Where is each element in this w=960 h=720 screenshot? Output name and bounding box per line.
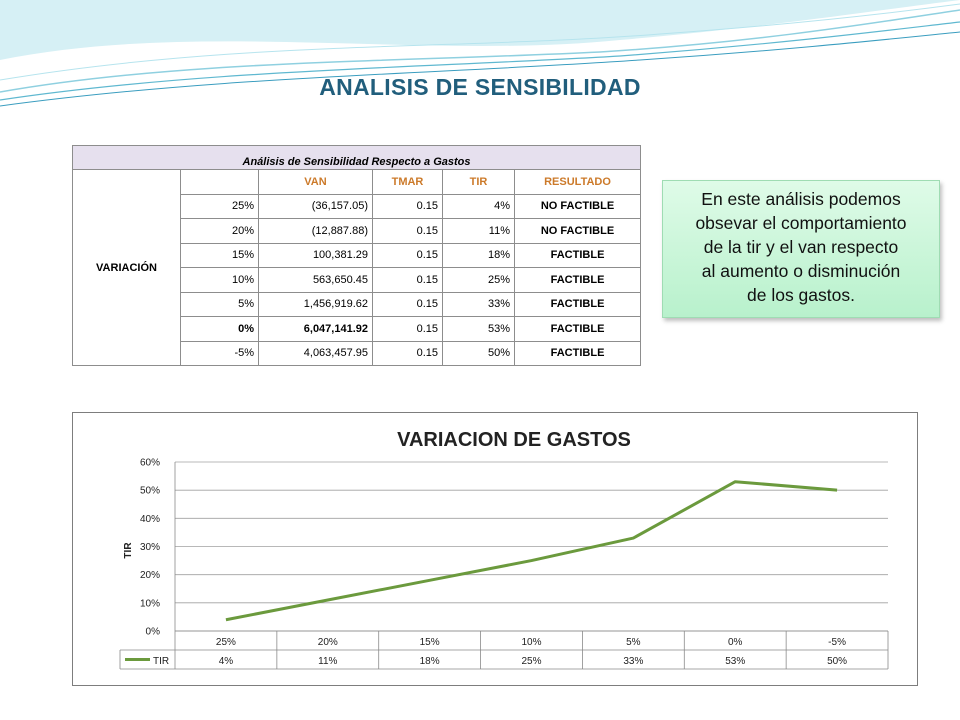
table-cell: (12,887.88) xyxy=(258,218,373,244)
table-cell: -5% xyxy=(180,340,259,366)
column-header: TMAR xyxy=(372,169,443,195)
table-cell: 0.15 xyxy=(372,340,443,366)
table-cell: 18% xyxy=(442,242,515,268)
x-tick-label: 0% xyxy=(728,637,743,648)
y-tick-label: 20% xyxy=(140,570,160,581)
table-cell: 25% xyxy=(180,193,259,219)
table-row: 20% (12,887.88) 0.15 11% NO FACTIBLE xyxy=(73,218,642,244)
table-cell: 10% xyxy=(180,267,259,293)
table-cell: FACTIBLE xyxy=(513,316,642,342)
sensitivity-table: Análisis de Sensibilidad Respecto a Gast… xyxy=(71,145,642,366)
data-label: 50% xyxy=(827,656,847,667)
table-row: 25% (36,157.05) 0.15 4% NO FACTIBLE xyxy=(73,193,642,219)
table-cell: 15% xyxy=(180,242,259,268)
column-header: RESULTADO xyxy=(513,169,642,195)
table-cell: 11% xyxy=(442,218,515,244)
callout-line: de los gastos. xyxy=(747,285,855,305)
table-cell: 20% xyxy=(180,218,259,244)
data-label: 4% xyxy=(219,656,234,667)
table-cell: (36,157.05) xyxy=(258,193,373,219)
table-cell: FACTIBLE xyxy=(513,340,642,366)
callout-line: obsevar el comportamiento xyxy=(695,213,907,233)
table-cell: 0.15 xyxy=(372,218,443,244)
table-cell: 4,063,457.95 xyxy=(258,340,373,366)
table-row: 0% 6,047,141.92 0.15 53% FACTIBLE xyxy=(73,316,642,342)
y-tick-label: 50% xyxy=(140,486,160,497)
table-cell: 0.15 xyxy=(372,316,443,342)
table-cell: 4% xyxy=(442,193,515,219)
data-label: 18% xyxy=(420,656,440,667)
y-tick-label: 10% xyxy=(140,598,160,609)
table-cell: 0.15 xyxy=(372,291,443,317)
row-group-label: VARIACIÓN xyxy=(72,169,181,366)
line-chart: VARIACION DE GASTOS 0% 10% 20% 30% 40% 50% 60% T… xyxy=(119,429,889,670)
column-header: TIR xyxy=(442,169,515,195)
data-label: 53% xyxy=(725,656,745,667)
info-callout: En este análisis podemos obsevar el comp… xyxy=(662,180,940,318)
x-tick-label: 20% xyxy=(318,637,338,648)
data-label: 11% xyxy=(318,656,337,667)
x-tick-label: 5% xyxy=(626,637,641,648)
chart-container: VARIACION DE GASTOS 0% 10% 20% 30% 40% 50% 60% T… xyxy=(72,412,918,686)
table-cell: 25% xyxy=(442,267,515,293)
table-cell: NO FACTIBLE xyxy=(513,193,642,219)
table-cell: 0.15 xyxy=(372,193,443,219)
x-tick-label: 10% xyxy=(521,637,541,648)
x-tick-label: 25% xyxy=(216,637,236,648)
table-cell: 563,650.45 xyxy=(258,267,373,293)
y-tick-label: 40% xyxy=(140,514,160,525)
table-cell: 50% xyxy=(442,340,515,366)
page-title: ANALISIS DE SENSIBILIDAD xyxy=(319,74,641,100)
callout-line: En este análisis podemos xyxy=(701,189,901,209)
table-cell: 1,456,919.62 xyxy=(258,291,373,317)
data-label: 25% xyxy=(521,656,541,667)
table-cell: FACTIBLE xyxy=(513,291,642,317)
table-caption: Análisis de Sensibilidad Respecto a Gast… xyxy=(71,145,642,170)
legend-label: TIR xyxy=(153,656,169,667)
y-tick-label: 0% xyxy=(146,627,161,638)
table-row: -5% 4,063,457.95 0.15 50% FACTIBLE xyxy=(73,340,642,366)
series-line-tir xyxy=(225,480,838,622)
callout-line: al aumento o disminución xyxy=(701,261,901,281)
table-cell: 0.15 xyxy=(372,242,443,268)
table-cell: 5% xyxy=(180,291,259,317)
column-header xyxy=(180,169,259,195)
table-row: 10% 563,650.45 0.15 25% FACTIBLE xyxy=(73,267,642,293)
data-label: 33% xyxy=(623,656,643,667)
table-cell: NO FACTIBLE xyxy=(513,218,642,244)
table-cell: 0% xyxy=(180,316,259,342)
callout-line: de la tir y el van respecto xyxy=(703,237,899,257)
table-cell: 0.15 xyxy=(372,267,443,293)
table-cell: FACTIBLE xyxy=(513,267,642,293)
y-axis-label: TIR xyxy=(123,542,134,559)
table-cell: 100,381.29 xyxy=(258,242,373,268)
y-tick-label: 30% xyxy=(140,542,160,553)
table-cell: 6,047,141.92 xyxy=(258,316,373,342)
x-tick-label: 15% xyxy=(420,637,440,648)
table-row: 15% 100,381.29 0.15 18% FACTIBLE xyxy=(73,242,642,268)
chart-title: VARIACION DE GASTOS xyxy=(397,429,631,451)
table-cell: FACTIBLE xyxy=(513,242,642,268)
table-cell: 33% xyxy=(442,291,515,317)
table-cell: 53% xyxy=(442,316,515,342)
x-tick-label: -5% xyxy=(828,637,846,648)
y-tick-label: 60% xyxy=(140,458,160,469)
column-header: VAN xyxy=(258,169,373,195)
